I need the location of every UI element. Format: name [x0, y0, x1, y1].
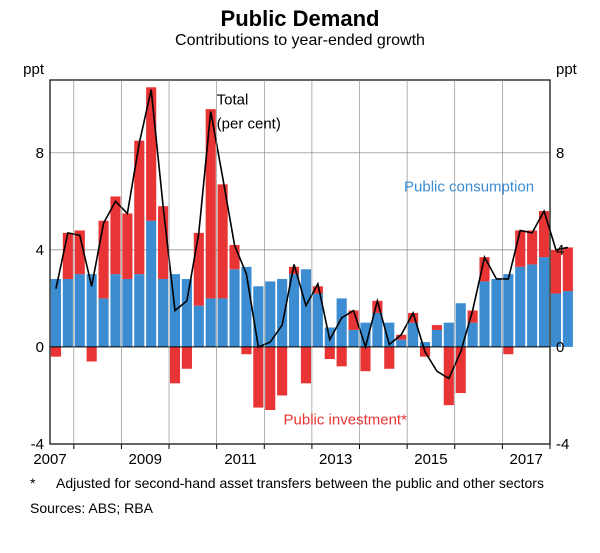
svg-text:ppt: ppt [556, 61, 578, 78]
chart-title: Public Demand [0, 0, 600, 32]
chart-subtitle: Contributions to year-ended growth [0, 32, 600, 54]
svg-text:-4: -4 [556, 436, 569, 453]
svg-text:2009: 2009 [129, 451, 162, 468]
svg-text:8: 8 [556, 145, 564, 162]
footnote: * Adjusted for second-hand asset transfe… [0, 474, 600, 492]
svg-text:8: 8 [36, 145, 44, 162]
footnote-text: Adjusted for second-hand asset transfers… [56, 474, 544, 492]
svg-text:Public consumption: Public consumption [404, 179, 534, 196]
svg-text:4: 4 [556, 242, 564, 259]
svg-text:2013: 2013 [319, 451, 352, 468]
svg-text:Total: Total [217, 91, 249, 108]
svg-text:2015: 2015 [414, 451, 447, 468]
svg-text:0: 0 [556, 339, 564, 356]
sources: Sources: ABS; RBA [0, 500, 600, 516]
footnote-marker: * [30, 474, 56, 492]
svg-text:4: 4 [36, 242, 44, 259]
svg-text:2017: 2017 [510, 451, 543, 468]
svg-text:2011: 2011 [224, 451, 256, 468]
chart-container: Public Demand Contributions to year-ende… [0, 0, 600, 553]
svg-text:0: 0 [36, 339, 44, 356]
svg-text:Public investment*: Public investment* [284, 412, 408, 429]
svg-text:2007: 2007 [33, 451, 66, 468]
chart-plot: -4-4004488pptppt200720092011201320152017… [0, 54, 600, 474]
svg-text:ppt: ppt [23, 61, 45, 78]
svg-text:(per cent): (per cent) [217, 116, 281, 133]
